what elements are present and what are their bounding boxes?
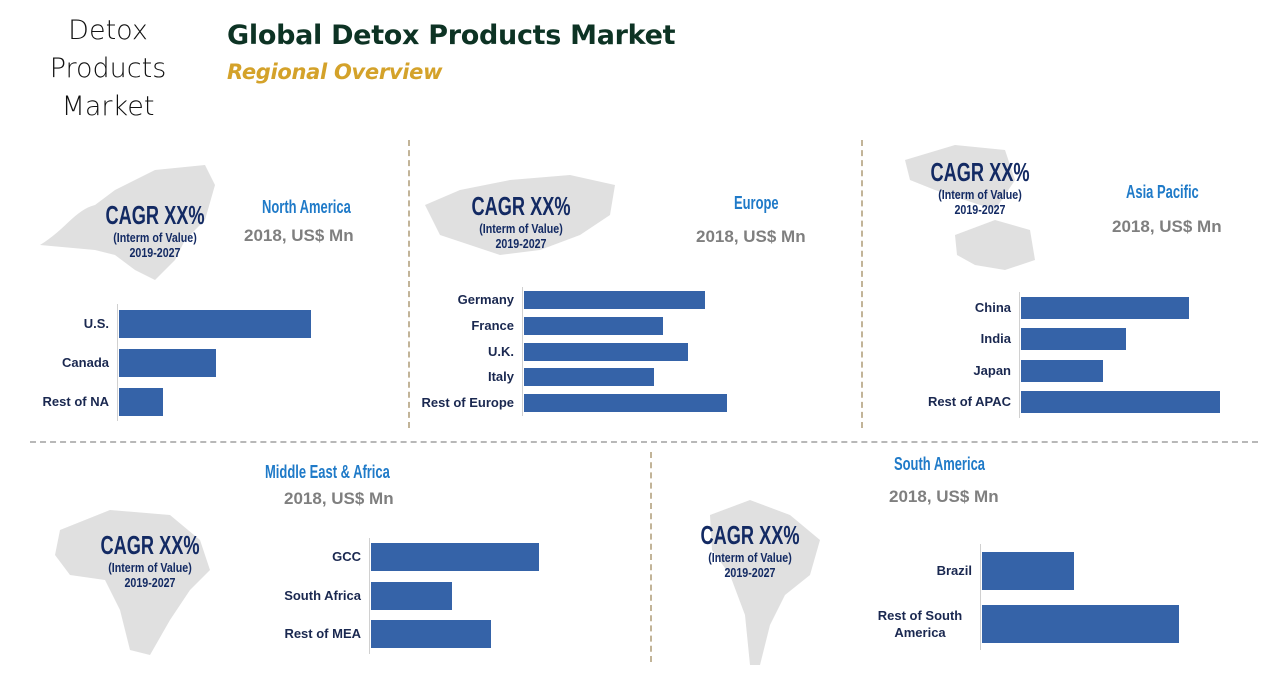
bar [1021, 328, 1126, 351]
region-title-asia-pacific: Asia Pacific [1126, 182, 1199, 202]
bar-label: Japan [973, 362, 1011, 378]
bar [524, 394, 727, 413]
side-title: Detox Products Market [20, 12, 196, 126]
north-america-map-icon [40, 165, 215, 280]
cagr-block-europe: CAGR XX% (Interm of Value) 2019-2027 [446, 191, 596, 251]
bar [524, 368, 654, 387]
cagr-block-north-america: CAGR XX% (Interm of Value) 2019-2027 [80, 200, 230, 260]
unit-label: 2018, US$ Mn [889, 487, 999, 506]
bar [371, 581, 452, 610]
bar [524, 290, 705, 309]
bar-label: France [471, 317, 514, 333]
bar-label: China [974, 299, 1011, 315]
cagr-period: 2019-2027 [124, 575, 176, 590]
bar [371, 620, 491, 649]
cagr-block-asia-pacific: CAGR XX% (Interm of Value) 2019-2027 [905, 157, 1055, 217]
side-title-line: Products [49, 53, 167, 84]
bar-label: South Africa [284, 587, 361, 603]
side-title-line: Detox [68, 15, 148, 46]
bar [1021, 391, 1220, 414]
chart-axis [980, 544, 981, 650]
bar-label: Germany [457, 291, 514, 307]
cagr-basis: (Interm of Value) [708, 550, 792, 565]
bar [119, 387, 163, 416]
bar [1021, 359, 1103, 382]
chart-axis [117, 304, 118, 421]
page-title: Global Detox Products Market [227, 20, 676, 51]
cagr-headline: CAGR XX% [700, 520, 800, 550]
bar [524, 316, 663, 335]
cagr-headline: CAGR XX% [100, 530, 200, 560]
unit-label: 2018, US$ Mn [284, 489, 394, 508]
bar-label: Italy [487, 369, 514, 385]
chart-axis [522, 287, 523, 416]
cagr-period: 2019-2027 [495, 236, 547, 251]
page-subtitle: Regional Overview [227, 60, 443, 84]
unit-label: 2018, US$ Mn [1112, 217, 1222, 236]
unit-label: 2018, US$ Mn [696, 227, 806, 246]
cagr-basis: (Interm of Value) [938, 187, 1022, 202]
cagr-block-mea: CAGR XX% (Interm of Value) 2019-2027 [75, 530, 225, 590]
divider [30, 441, 1258, 443]
cagr-period: 2019-2027 [129, 245, 181, 260]
bar-label: U.S. [83, 315, 109, 331]
bar [524, 342, 688, 361]
side-title-line: Market [61, 91, 155, 122]
cagr-basis: (Interm of Value) [113, 230, 197, 245]
divider [861, 140, 863, 428]
cagr-headline: CAGR XX% [930, 157, 1030, 187]
cagr-headline: CAGR XX% [471, 191, 571, 221]
divider [650, 452, 652, 662]
bar-label: Rest of APAC [927, 394, 1011, 410]
chart-axis [369, 538, 370, 654]
cagr-basis: (Interm of Value) [479, 221, 563, 236]
bar [982, 604, 1179, 643]
asia-pacific-map-icon [905, 145, 1035, 270]
region-title-mea: Middle East & Africa [265, 462, 390, 482]
bar-label: Rest of Europe [421, 395, 514, 411]
bar [119, 348, 216, 377]
bar-label: GCC [332, 549, 361, 565]
bar [1021, 296, 1189, 319]
chart-axis [1019, 292, 1020, 418]
europe-map-icon [425, 175, 615, 255]
bar-label: Brazil [936, 562, 972, 578]
bar-label: Rest of NA [42, 393, 109, 409]
cagr-block-south-america: CAGR XX% (Interm of Value) 2019-2027 [675, 520, 825, 580]
bar [982, 551, 1074, 590]
cagr-headline: CAGR XX% [105, 200, 205, 230]
bar [371, 543, 539, 572]
region-title-europe: Europe [734, 193, 779, 213]
cagr-period: 2019-2027 [724, 565, 776, 580]
bar-label: Rest of South America [877, 607, 963, 640]
bar-label: India [980, 331, 1011, 347]
bar-label: Rest of MEA [284, 626, 361, 642]
cagr-period: 2019-2027 [954, 202, 1006, 217]
divider [408, 140, 410, 428]
cagr-basis: (Interm of Value) [108, 560, 192, 575]
south-america-map-icon [710, 500, 820, 665]
africa-map-icon [55, 510, 210, 655]
bar-label: Canada [62, 354, 109, 370]
region-title-north-america: North America [262, 197, 351, 217]
bar [119, 309, 311, 338]
region-title-south-america: South America [894, 454, 985, 474]
unit-label: 2018, US$ Mn [244, 226, 354, 245]
bar-label: U.K. [488, 343, 514, 359]
